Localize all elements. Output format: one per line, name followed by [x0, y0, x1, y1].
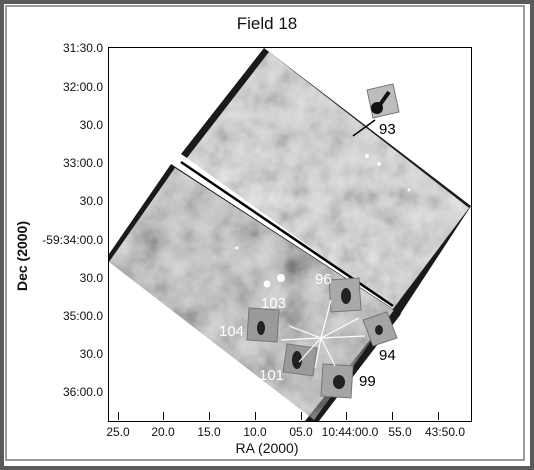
- source-label-104: 104: [219, 323, 244, 340]
- x-tick-label: 55.0: [388, 425, 412, 439]
- x-tick-mark: [209, 412, 210, 420]
- y-tick-label: 33:00.0: [62, 156, 103, 170]
- x-tick-label: 05.0: [289, 425, 313, 439]
- x-tick-label: 25.0: [106, 425, 130, 439]
- source-label-93: 93: [379, 121, 396, 138]
- source-label-103: 103: [261, 295, 286, 312]
- y-tick-label: 30.0: [79, 347, 103, 361]
- thumbnail-104: [246, 307, 280, 343]
- star: [377, 162, 381, 166]
- thumbnail-99: [320, 363, 354, 399]
- thumbnail-93: [366, 83, 400, 119]
- source-label-94: 94: [379, 347, 396, 364]
- thumbnail-94: [362, 311, 398, 347]
- x-tick-label: 20.0: [151, 425, 175, 439]
- sky-image: 93 96 103 104 94 101 99: [109, 48, 471, 421]
- y-tick-label: 30.0: [79, 118, 103, 132]
- y-tick-label: 32:00.0: [62, 80, 103, 94]
- x-tick-label: 10:44:00.0: [321, 425, 379, 439]
- x-tick-label: 15.0: [197, 425, 221, 439]
- star: [263, 280, 271, 288]
- x-tick-label: 10.0: [243, 425, 267, 439]
- x-tick-label: 43:50.0: [424, 425, 466, 439]
- x-tick-mark: [255, 412, 256, 420]
- source-label-99: 99: [359, 373, 376, 390]
- star: [277, 274, 285, 282]
- thumbnail-96: [328, 277, 362, 313]
- y-axis-label: Dec (2000): [14, 220, 30, 292]
- x-tick-mark: [301, 412, 302, 420]
- x-tick-mark: [392, 412, 393, 420]
- figure-inner-frame: [5, 5, 525, 461]
- star: [407, 188, 411, 192]
- y-tick-label: 30.0: [79, 194, 103, 208]
- star: [235, 246, 239, 250]
- source-label-101: 101: [259, 367, 284, 384]
- y-tick-label: -59:34:00.0: [42, 233, 103, 247]
- pointer-line-93: [352, 119, 376, 137]
- y-tick-label: 31:30.0: [62, 41, 103, 55]
- y-tick-label: 35:00.0: [62, 309, 103, 323]
- x-tick-mark: [118, 412, 119, 420]
- star: [365, 154, 369, 158]
- figure-title: Field 18: [236, 14, 298, 33]
- source-label-96: 96: [315, 271, 332, 288]
- x-tick-mark: [163, 412, 164, 420]
- y-tick-label: 36:00.0: [62, 385, 103, 399]
- y-tick-label: 30.0: [79, 271, 103, 285]
- pointer-lines: [280, 299, 366, 369]
- x-axis-label: RA (2000): [235, 440, 299, 456]
- x-tick-mark: [346, 412, 347, 420]
- sky-image-panel: 93 96 103 104 94 101 99: [108, 47, 472, 422]
- x-tick-mark: [438, 412, 439, 420]
